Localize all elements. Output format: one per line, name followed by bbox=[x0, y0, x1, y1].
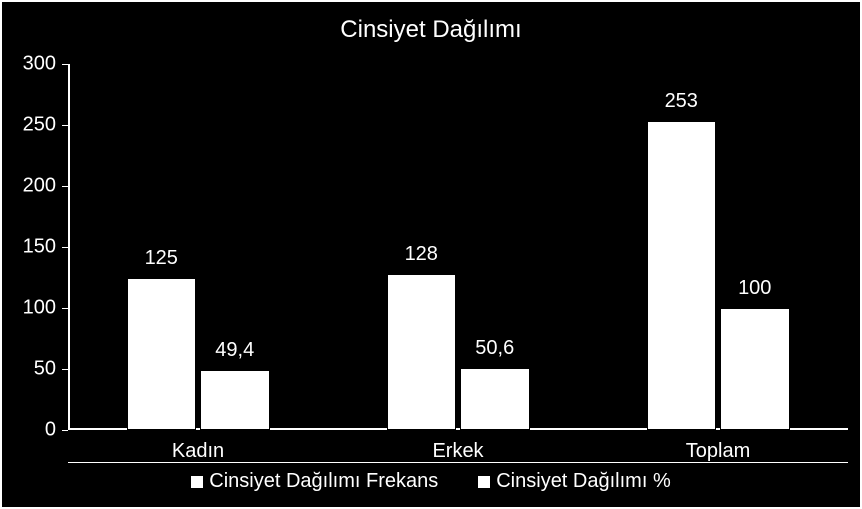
y-tick-label: 300 bbox=[23, 53, 56, 76]
legend-item-percent: Cinsiyet Dağılımı % bbox=[478, 470, 671, 493]
y-tick-mark bbox=[62, 64, 68, 65]
chart-title: Cinsiyet Dağılımı bbox=[2, 16, 860, 44]
y-tick-mark bbox=[62, 125, 68, 126]
bar bbox=[387, 274, 457, 430]
bar-value-label: 49,4 bbox=[215, 339, 254, 362]
legend-swatch-icon bbox=[191, 476, 203, 488]
chart-container: Cinsiyet Dağılımı 125 49,4 128 50,6 253 100 0… bbox=[0, 0, 862, 509]
legend-label-frekans: Cinsiyet Dağılımı Frekans bbox=[209, 470, 438, 493]
bar bbox=[200, 370, 270, 430]
y-tick-label: 0 bbox=[45, 419, 56, 442]
bar-value-label: 50,6 bbox=[475, 337, 514, 360]
y-tick-label: 100 bbox=[23, 297, 56, 320]
y-tick-label: 50 bbox=[34, 358, 56, 381]
bar bbox=[647, 121, 717, 430]
y-tick-mark bbox=[62, 186, 68, 187]
bar bbox=[460, 368, 530, 430]
bar bbox=[127, 278, 197, 431]
legend: Cinsiyet Dağılımı Frekans Cinsiyet Dağıl… bbox=[2, 470, 860, 493]
x-category-label: Toplam bbox=[686, 440, 750, 463]
bar-value-label: 125 bbox=[145, 247, 178, 270]
plot-area: 12549,412850,6253100 050100150200250300 bbox=[68, 64, 848, 430]
y-tick-mark bbox=[62, 308, 68, 309]
bar bbox=[720, 308, 790, 430]
bar-value-label: 128 bbox=[405, 243, 438, 266]
legend-item-frekans: Cinsiyet Dağılımı Frekans bbox=[191, 470, 438, 493]
y-tick-label: 150 bbox=[23, 236, 56, 259]
x-category-label: Kadın bbox=[172, 440, 224, 463]
y-tick-label: 200 bbox=[23, 175, 56, 198]
bars-region: 125 49,4 128 50,6 253 100 bbox=[68, 64, 848, 430]
legend-swatch-icon bbox=[478, 476, 490, 488]
x-category-label: Erkek bbox=[432, 440, 483, 463]
y-tick-mark bbox=[62, 430, 68, 431]
bar-value-label: 253 bbox=[665, 90, 698, 113]
y-tick-mark bbox=[62, 247, 68, 248]
bar-value-label: 100 bbox=[738, 277, 771, 300]
legend-label-percent: Cinsiyet Dağılımı % bbox=[496, 470, 671, 493]
y-tick-label: 250 bbox=[23, 114, 56, 137]
y-tick-mark bbox=[62, 369, 68, 370]
